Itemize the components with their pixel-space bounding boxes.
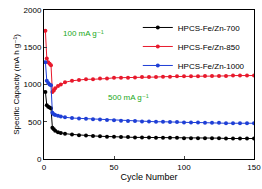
svg-text:150: 150 (247, 163, 261, 172)
svg-text:500: 500 (28, 118, 42, 127)
svg-text:HPCS-Fe/Zn-1000: HPCS-Fe/Zn-1000 (178, 62, 245, 71)
svg-text:Specific Capacity (mA h g⁻¹): Specific Capacity (mA h g⁻¹) (12, 34, 21, 135)
svg-text:HPCS-Fe/Zn-850: HPCS-Fe/Zn-850 (178, 43, 240, 52)
svg-text:2000: 2000 (24, 6, 42, 15)
svg-text:1000: 1000 (24, 80, 42, 89)
svg-text:100: 100 (177, 163, 191, 172)
svg-text:0: 0 (42, 163, 47, 172)
svg-text:HPCS-Fe/Zn-700: HPCS-Fe/Zn-700 (178, 24, 240, 33)
svg-text:0: 0 (37, 155, 42, 164)
svg-text:100 mA g⁻¹: 100 mA g⁻¹ (63, 29, 104, 38)
svg-text:1500: 1500 (24, 43, 42, 52)
svg-text:500 mA g⁻¹: 500 mA g⁻¹ (108, 93, 149, 102)
svg-text:50: 50 (110, 163, 119, 172)
svg-text:Cycle Number: Cycle Number (120, 172, 177, 182)
